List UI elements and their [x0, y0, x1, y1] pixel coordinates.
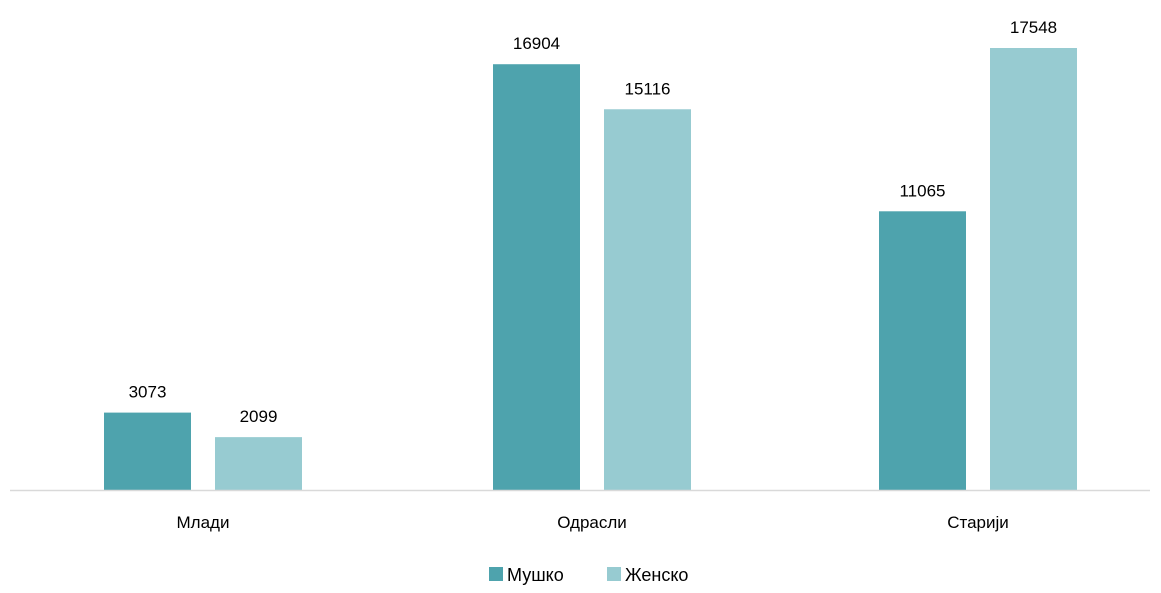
- data-label-male-2: 11065: [899, 181, 945, 200]
- data-label-male-0: 3073: [129, 383, 167, 402]
- data-label-male-1: 16904: [513, 34, 560, 53]
- data-label-female-2: 17548: [1010, 18, 1057, 37]
- bar-female-0: [215, 437, 302, 490]
- bar-female-2: [990, 48, 1077, 490]
- legend-swatch-male: [489, 567, 503, 581]
- category-label-2: Старији: [947, 513, 1009, 532]
- legend: Мушко Женско: [489, 565, 688, 585]
- data-label-female-0: 2099: [240, 407, 278, 426]
- legend-swatch-female: [607, 567, 621, 581]
- category-ticks-layer: Млади Одрасли Старији: [177, 513, 1009, 532]
- legend-label-male: Мушко: [507, 565, 564, 585]
- category-label-1: Одрасли: [557, 513, 627, 532]
- bars-layer: [104, 48, 1077, 491]
- data-label-female-1: 15116: [624, 79, 670, 98]
- data-labels-layer: 3073 2099 16904 15116 11065 17548: [129, 18, 1058, 426]
- category-label-0: Млади: [177, 513, 230, 532]
- legend-label-female: Женско: [625, 565, 688, 585]
- bar-male-0: [104, 412, 191, 490]
- bar-female-1: [604, 109, 691, 490]
- bar-male-1: [493, 64, 580, 491]
- bar-male-2: [879, 211, 966, 490]
